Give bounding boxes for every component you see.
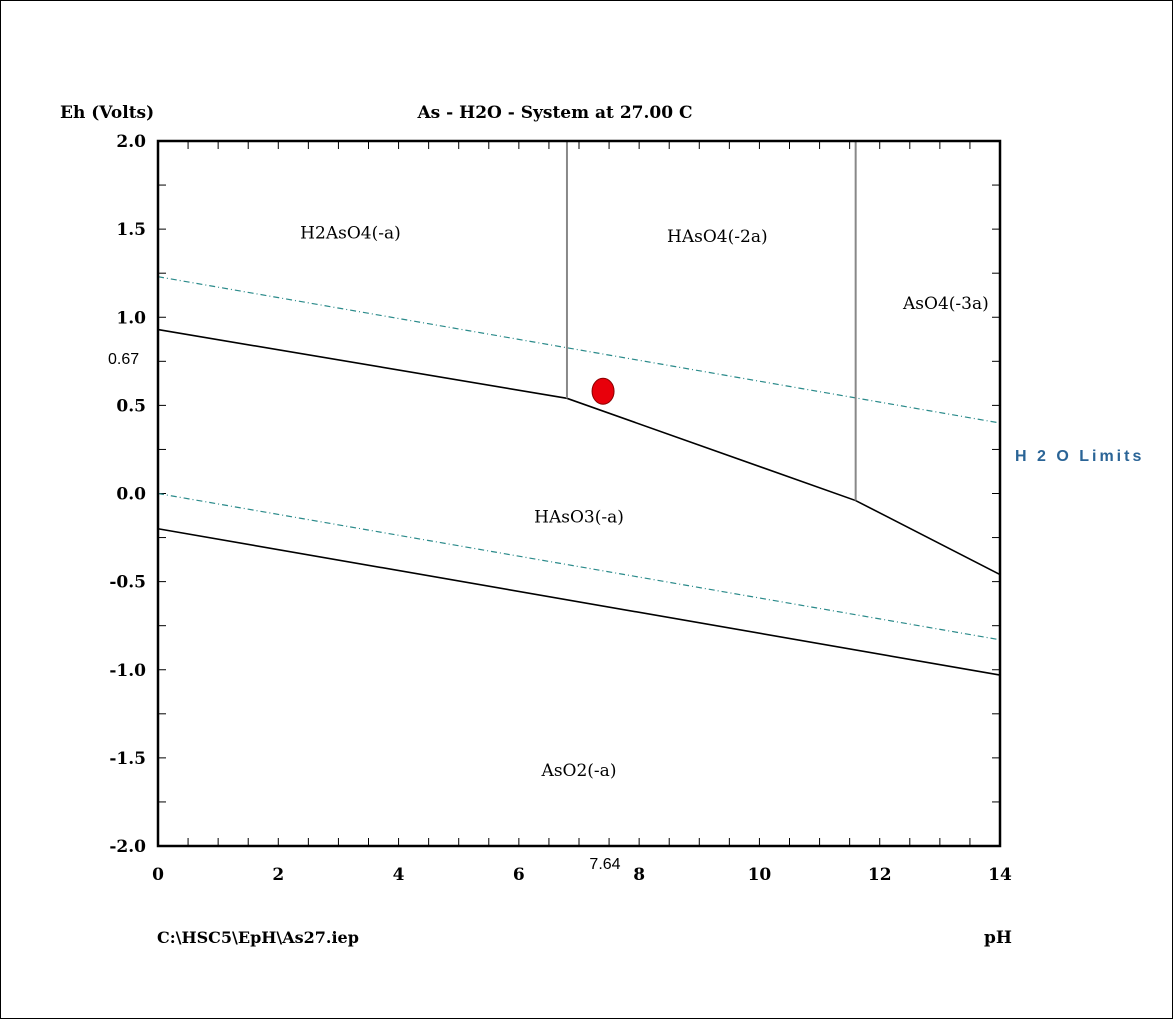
h2o-limits-label: H 2 O Limits	[1015, 448, 1144, 465]
x-tick-label: 8	[633, 865, 645, 885]
file-label: C:\HSC5\EpH\As27.iep	[157, 928, 359, 947]
x-tick-label: 6	[513, 865, 525, 885]
y-tick-label: 2.0	[116, 132, 146, 152]
y-axis-ticks: 2.0 1.5 1.0 0.5 0.0 -0.5 -1.0 -1.5 -2.0	[109, 132, 146, 857]
x-tick-label: 0	[152, 865, 164, 885]
x-tick-label: 2	[272, 865, 284, 885]
x-tick-label: 10	[748, 865, 772, 885]
y-tick-label: 0.5	[116, 396, 146, 416]
y-tick-label: -2.0	[109, 837, 146, 857]
y-tick-label: 0.0	[116, 485, 146, 505]
x-tick-label: 12	[868, 865, 892, 885]
region-label: AsO2(-a)	[541, 761, 617, 781]
region-labels: H2AsO4(-a) HAsO4(-2a) AsO4(-3a) HAsO3(-a) As…	[300, 224, 989, 782]
chart-title: As - H2O - System at 27.00 C	[416, 103, 692, 123]
y-tick-label: -0.5	[109, 573, 146, 593]
x-tick-label: 14	[988, 865, 1012, 885]
y-tick-label: 1.0	[116, 308, 146, 328]
plot-layer	[156, 139, 1002, 848]
y-tick-label: -1.0	[109, 661, 146, 681]
region-label: HAsO3(-a)	[534, 507, 624, 527]
x-tick-label: 4	[393, 865, 405, 885]
region-label: HAsO4(-2a)	[667, 227, 768, 247]
x-axis-label: pH	[984, 928, 1012, 948]
region-label: AsO4(-3a)	[902, 294, 989, 314]
stability-line	[157, 328, 1001, 576]
y-axis-label: Eh (Volts)	[60, 103, 154, 123]
plot-frame	[156, 139, 1002, 848]
h2o-limit-line	[157, 276, 1001, 424]
data-point	[591, 377, 615, 405]
y-marker-label: 0.67	[108, 351, 139, 368]
y-tick-label: 1.5	[116, 220, 146, 240]
x-marker-label: 7.64	[589, 856, 620, 873]
region-label: H2AsO4(-a)	[300, 224, 401, 244]
stability-line	[157, 527, 1001, 676]
y-tick-label: -1.5	[109, 749, 146, 769]
x-axis-ticks: 0 2 4 6 8 10 12 14	[152, 865, 1012, 885]
